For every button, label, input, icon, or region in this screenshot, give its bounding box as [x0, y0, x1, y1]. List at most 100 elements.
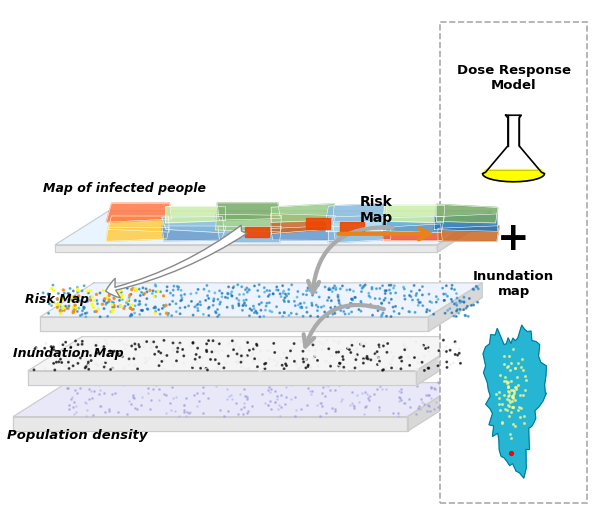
Point: [127, 305, 137, 313]
Point: [127, 342, 136, 350]
Polygon shape: [13, 383, 461, 416]
Point: [409, 377, 418, 385]
Point: [252, 309, 262, 317]
Point: [347, 296, 357, 304]
Point: [199, 382, 208, 391]
Polygon shape: [161, 217, 224, 233]
Point: [46, 348, 56, 356]
Point: [265, 287, 274, 295]
Point: [156, 349, 166, 357]
Point: [130, 301, 140, 310]
Point: [242, 408, 251, 417]
Point: [243, 343, 253, 351]
Point: [143, 305, 153, 313]
Point: [247, 352, 256, 360]
Point: [404, 353, 413, 361]
Point: [400, 285, 409, 293]
Point: [202, 365, 211, 373]
Point: [337, 397, 346, 406]
Point: [201, 364, 211, 373]
Point: [270, 348, 280, 356]
Point: [359, 410, 369, 418]
Point: [410, 308, 420, 317]
Point: [31, 343, 41, 352]
Point: [154, 385, 164, 393]
Point: [52, 359, 62, 368]
Point: [438, 373, 448, 382]
Point: [349, 346, 359, 354]
Point: [271, 398, 280, 406]
Point: [314, 338, 324, 346]
Point: [80, 398, 89, 406]
Polygon shape: [28, 337, 470, 371]
Point: [303, 286, 313, 295]
Point: [185, 408, 194, 416]
Point: [503, 382, 513, 391]
Point: [328, 284, 338, 292]
Point: [316, 380, 326, 388]
Point: [349, 402, 359, 410]
Point: [337, 395, 347, 403]
Point: [131, 284, 140, 292]
Point: [379, 338, 389, 346]
Point: [186, 290, 196, 298]
Point: [53, 300, 63, 308]
Point: [169, 393, 178, 402]
Point: [242, 393, 251, 401]
Point: [450, 350, 460, 359]
Point: [198, 362, 208, 371]
Point: [257, 366, 266, 374]
Point: [433, 377, 443, 386]
Point: [106, 365, 115, 374]
Point: [193, 285, 203, 293]
Point: [128, 391, 138, 399]
Point: [516, 404, 526, 412]
Point: [68, 308, 78, 317]
Point: [191, 375, 201, 383]
Point: [439, 296, 449, 304]
Point: [418, 342, 427, 350]
Point: [149, 338, 158, 346]
Point: [472, 282, 481, 290]
Point: [331, 304, 340, 313]
Point: [64, 304, 73, 312]
Point: [190, 355, 200, 363]
Point: [413, 359, 423, 367]
Point: [104, 407, 113, 415]
Point: [304, 361, 313, 369]
Point: [310, 352, 320, 360]
Point: [375, 357, 385, 365]
Point: [131, 296, 140, 304]
Point: [372, 351, 382, 360]
Point: [256, 306, 266, 314]
Point: [175, 310, 185, 318]
Point: [396, 364, 406, 373]
Point: [287, 344, 297, 352]
Point: [77, 340, 87, 349]
Point: [510, 383, 520, 391]
Polygon shape: [245, 226, 269, 237]
Point: [271, 398, 280, 406]
Point: [70, 292, 80, 300]
Point: [102, 340, 112, 348]
Point: [388, 355, 397, 364]
Point: [68, 403, 78, 411]
Point: [433, 360, 442, 369]
Point: [70, 340, 80, 349]
Point: [176, 286, 186, 295]
Point: [359, 356, 368, 365]
Point: [122, 299, 131, 307]
Point: [346, 299, 355, 308]
Point: [56, 307, 65, 316]
Point: [455, 298, 465, 307]
Point: [161, 391, 170, 399]
Point: [175, 339, 185, 348]
Point: [124, 296, 133, 304]
Point: [452, 301, 461, 309]
Point: [75, 383, 85, 392]
Point: [461, 311, 470, 320]
Point: [180, 290, 190, 299]
Point: [298, 355, 308, 363]
Point: [405, 361, 415, 370]
Point: [284, 298, 293, 306]
